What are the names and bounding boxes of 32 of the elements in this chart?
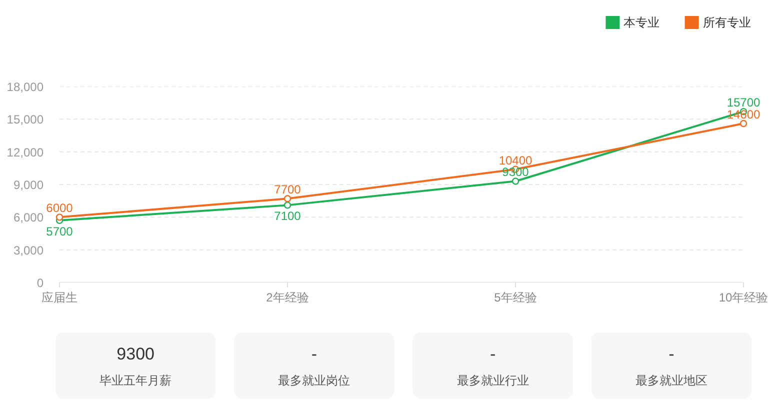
data-label: 6000 [46, 201, 74, 216]
y-tick-label: 3,000 [13, 243, 44, 258]
data-label: 7700 [274, 182, 302, 197]
data-label: 10400 [498, 153, 533, 168]
category-label: 最多就业行业 [456, 374, 529, 388]
category-label: 毕业五年月薪 [100, 374, 172, 388]
y-tick-label: 9,000 [13, 178, 44, 192]
text: - [311, 344, 318, 364]
data-label: 7100 [274, 209, 302, 224]
y-tick-label: 0 [36, 276, 44, 290]
y-tick-label: 6,000 [13, 210, 44, 225]
category-label: 最多就业地区 [635, 374, 708, 388]
point [56, 214, 64, 221]
x-tick-label: 10年经验 [718, 290, 768, 304]
point [740, 120, 748, 128]
category-label: 最多就业岗位 [278, 374, 350, 388]
data-label: 15700 [726, 96, 761, 110]
y-tick-label: 18,000 [6, 80, 44, 94]
text: - [668, 344, 674, 364]
x-tick-label: 5年经验 [494, 290, 537, 304]
text: - [490, 344, 496, 364]
point [284, 195, 292, 202]
x-tick-label: 应届生 [42, 290, 78, 304]
y-tick-label: 15,000 [6, 112, 44, 127]
legend-label: 所有专业 [702, 16, 751, 30]
y-tick-label: 12,000 [6, 145, 44, 160]
legend-label: 本专业 [624, 16, 660, 30]
data-label: 5700 [46, 224, 74, 238]
point [512, 178, 520, 185]
x-tick-label: 2年经验 [266, 290, 309, 304]
point [284, 202, 292, 209]
text: 9300 [116, 344, 154, 364]
